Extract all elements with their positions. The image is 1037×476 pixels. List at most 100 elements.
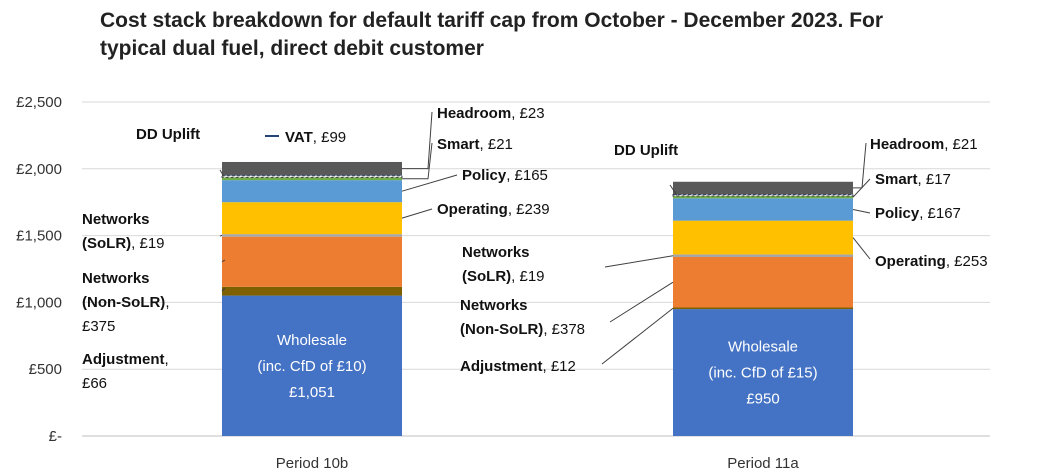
wholesale-label-line: (inc. CfD of £10): [257, 358, 366, 375]
annotation-value: £66: [82, 375, 107, 392]
annotation-value: , £239: [508, 201, 550, 218]
annotation-bold: Networks: [82, 270, 150, 287]
annotation-bold: Networks: [460, 297, 528, 314]
annotation-leader-line: [221, 259, 226, 263]
annotation-value: , £12: [543, 358, 576, 375]
annotation-bold: Policy: [875, 205, 920, 222]
annotation-bold: (Non-SoLR): [82, 294, 165, 311]
annotation-bold: DD Uplift: [614, 142, 678, 159]
annotation-text: Headroom, £21: [870, 136, 978, 153]
wholesale-label-line: £950: [746, 391, 779, 408]
x-category-label: Period 10b: [276, 455, 349, 472]
annotation-value: , £167: [919, 205, 961, 222]
bar-segment-operating: [222, 202, 402, 235]
annotation-leader-line: [853, 142, 867, 189]
annotation-leader-line: [219, 169, 225, 177]
annotation-text: (Non-SoLR),: [82, 294, 169, 311]
annotation-bold: Operating: [437, 201, 508, 218]
bar-segment-smart: [673, 196, 853, 199]
annotation-bold: (SoLR): [462, 268, 511, 285]
wholesale-label-line: Wholesale: [277, 332, 347, 349]
annotation-value: , £253: [946, 253, 988, 270]
bar-segment-policy: [222, 180, 402, 203]
annotation-leader-line: [601, 307, 674, 365]
annotation-leader-line: [402, 111, 433, 170]
annotation-bold: Networks: [462, 244, 530, 261]
annotation-text: DD Uplift: [136, 126, 200, 143]
annotation-text: £66: [82, 375, 107, 392]
y-tick-label: £1,500: [16, 228, 62, 245]
annotation-value: ,: [165, 351, 169, 368]
annotation-bold: Headroom: [437, 105, 511, 122]
bar-segment-headroom: [673, 181, 853, 195]
annotation-value: , £165: [506, 167, 548, 184]
annotation-value: ,: [165, 294, 169, 311]
annotation-value: , £23: [511, 105, 544, 122]
annotation-bold: Smart: [875, 171, 918, 188]
annotation-text: Operating, £239: [437, 201, 550, 218]
annotation-text: (Non-SoLR), £378: [460, 321, 585, 338]
annotation-bold: Smart: [437, 136, 480, 153]
bar-segment-wholesale: [222, 295, 402, 436]
y-tick-label: £1,000: [16, 294, 62, 311]
annotation-value: , £378: [543, 321, 585, 338]
x-category-label: Period 11a: [727, 455, 799, 472]
chart-title-line-1: Cost stack breakdown for default tariff …: [100, 9, 884, 32]
bar-segment-headroom: [222, 161, 402, 176]
annotation-leader-line: [221, 287, 226, 292]
annotation-text: Operating, £253: [875, 253, 988, 270]
annotation-text: DD Uplift: [614, 142, 678, 159]
wholesale-label-line: Wholesale: [728, 339, 798, 356]
annotation-text: VAT, £99: [285, 129, 346, 146]
bar-segment-dd-uplift: [221, 175, 403, 178]
annotation-bold: Adjustment: [460, 358, 543, 375]
annotation-text: Policy, £167: [875, 205, 961, 222]
annotation-text: Adjustment,: [82, 351, 169, 368]
annotation-bold: DD Uplift: [136, 126, 200, 143]
annotation-bold: VAT: [285, 129, 313, 146]
annotation-text: Adjustment, £12: [460, 358, 576, 375]
bar-segment-operating: [673, 220, 853, 255]
bar-segment-vat: [673, 194, 853, 195]
chart-title: Cost stack breakdown for default tariff …: [100, 7, 930, 63]
annotation-text: (SoLR), £19: [462, 268, 545, 285]
annotation-bold: (Non-SoLR): [460, 321, 543, 338]
annotation-bold: Adjustment: [82, 351, 165, 368]
y-tick-label: £500: [29, 361, 62, 378]
bar-segment-networks-non-solr: [222, 236, 402, 287]
annotation-value: , £21: [480, 136, 513, 153]
bar-segment-adjustment: [222, 286, 402, 296]
chart-title-line-2: typical dual fuel, direct debit customer: [100, 37, 484, 60]
annotation-text: Networks: [460, 297, 528, 314]
bar-segment-dd-uplift: [672, 194, 854, 197]
annotation-value: , £19: [131, 235, 164, 252]
annotation-leader-line: [852, 237, 871, 260]
annotation-text: Networks: [82, 211, 150, 228]
annotation-leader-line: [401, 208, 433, 219]
y-tick-label: £2,500: [16, 94, 62, 111]
bar-segment-wholesale: [673, 309, 853, 436]
annotation-value: , £99: [313, 129, 346, 146]
bar-segment-networks-non-solr: [673, 256, 853, 308]
annotation-bold: Headroom: [870, 136, 944, 153]
annotation-text: Policy, £165: [462, 167, 548, 184]
bar-segment-networks-solr: [673, 254, 853, 257]
annotation-value: , £21: [944, 136, 977, 153]
annotation-leader-line: [402, 142, 433, 180]
annotation-value: , £17: [918, 171, 951, 188]
annotation-leader-line: [669, 184, 678, 196]
annotation-bold: Operating: [875, 253, 946, 270]
annotation-bold: Policy: [462, 167, 507, 184]
annotation-text: £375: [82, 318, 115, 335]
bar-segment-policy: [673, 198, 853, 221]
y-tick-label: £-: [49, 428, 62, 445]
y-tick-label: £2,000: [16, 161, 62, 178]
annotation-value: £375: [82, 318, 115, 335]
bar-segment-networks-solr: [222, 234, 402, 237]
annotation-leader-line: [401, 174, 458, 192]
annotation-text: Networks: [462, 244, 530, 261]
annotation-text: Headroom, £23: [437, 105, 545, 122]
annotation-text: (SoLR), £19: [82, 235, 165, 252]
